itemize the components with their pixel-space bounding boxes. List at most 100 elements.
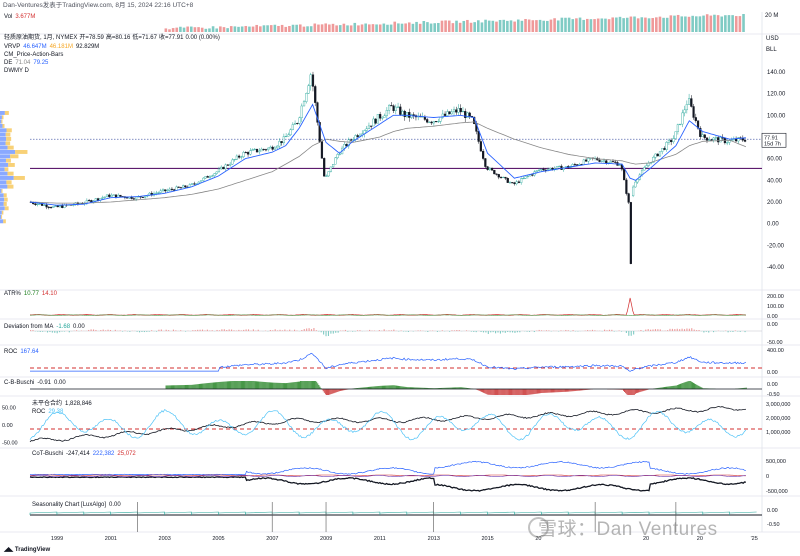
cb-bar	[463, 387, 465, 389]
dev-bar	[172, 329, 175, 331]
dev-bar	[136, 331, 138, 332]
volume-bar	[694, 16, 698, 32]
cb-bar	[272, 382, 274, 389]
cb-bar	[422, 387, 424, 389]
candle-body	[211, 175, 214, 177]
cb-bar	[645, 389, 647, 391]
candle-body	[287, 134, 290, 137]
volume-bar	[655, 17, 658, 32]
volume-bar	[585, 18, 589, 32]
cb-bar	[206, 383, 208, 389]
cb-bar	[193, 384, 195, 389]
candle-body	[143, 195, 147, 198]
time-axis-tick: 2001	[105, 536, 117, 542]
volume-bar	[582, 19, 585, 32]
cb-bar	[460, 387, 462, 389]
volume-bar	[669, 15, 673, 32]
cb-bar	[667, 386, 669, 389]
dev-bar	[676, 328, 678, 331]
cb-bar	[696, 384, 698, 389]
dev-bar	[456, 329, 458, 331]
candle-body	[110, 194, 113, 197]
candle-body	[231, 159, 234, 165]
candle-body	[600, 160, 603, 162]
cb-bar	[487, 389, 489, 395]
tradingview-logo[interactable]: ◢◣ TradingView	[4, 547, 51, 553]
cb-bar	[394, 385, 396, 389]
cb-bar	[377, 386, 379, 389]
volume-bar	[284, 26, 288, 32]
candle-body	[168, 188, 171, 191]
cb-bar	[627, 389, 629, 395]
cb-bar	[464, 387, 466, 389]
dev-bar	[737, 331, 739, 332]
dev-bar	[327, 331, 330, 337]
dev-bar	[473, 331, 475, 332]
cb-bar	[316, 381, 318, 389]
roc-line	[30, 352, 747, 372]
cb-bar	[453, 387, 454, 389]
dev-bar	[681, 328, 683, 331]
cb-bar	[281, 383, 283, 389]
dev-bar	[480, 331, 482, 333]
volume-bar	[317, 24, 320, 32]
dev-bar	[352, 331, 354, 332]
vrvp-bar-down	[5, 141, 11, 146]
cb-bar	[443, 387, 445, 389]
cb-bar	[177, 385, 179, 389]
cb-bar	[337, 389, 339, 392]
cb-bar	[224, 381, 226, 389]
volume-bar	[455, 20, 458, 32]
dev-bar	[129, 331, 131, 332]
cot-y-tick: -500,000	[766, 489, 788, 495]
cb-bar	[185, 384, 186, 389]
cb-bar	[318, 384, 320, 389]
dev-bar	[247, 329, 250, 331]
cb-bar	[488, 389, 490, 395]
cb-bar	[699, 386, 701, 389]
dev-bar	[618, 330, 620, 331]
cb-bar	[373, 386, 375, 389]
cb-bar	[425, 387, 426, 389]
candle-body	[549, 167, 552, 170]
cb-bar	[687, 381, 689, 389]
volume-bar	[560, 17, 564, 32]
time-axis-tick: 2003	[159, 536, 171, 542]
cb-bar	[568, 389, 570, 392]
cb-bar	[477, 389, 479, 391]
cb-bar	[372, 386, 374, 389]
dev-bar	[197, 329, 199, 331]
time-axis-tick: 20	[697, 536, 703, 542]
cb-bar	[382, 385, 383, 389]
volume-bar	[211, 26, 215, 32]
cb-bar	[298, 381, 299, 389]
dev-bar	[310, 329, 313, 331]
cb-bar	[639, 389, 641, 393]
chart-canvas[interactable]: Vol 3.677M 20 M USD BLL 轻质原油期货, 1月, NYMEX…	[0, 12, 800, 556]
cb-bar	[446, 387, 448, 389]
vrvp-bar-down	[3, 219, 6, 224]
cb-bar	[538, 389, 539, 394]
candle-body	[132, 198, 135, 200]
cb-bar	[626, 389, 628, 395]
cb-bar	[239, 381, 241, 389]
cb-bar	[541, 389, 543, 393]
dev-bar	[630, 331, 632, 336]
cb-bar	[669, 386, 671, 389]
cb-bar	[286, 383, 287, 389]
cot-y-axis: 500,000 0 -500,000	[766, 459, 788, 495]
dev-bar	[102, 329, 104, 331]
dev-bar	[657, 329, 659, 331]
volume-bar	[516, 19, 520, 32]
cb-bar	[364, 387, 366, 389]
cb-bar	[293, 382, 295, 389]
candle-body	[112, 194, 115, 196]
candle-body	[325, 175, 328, 177]
seas-legend: Seasonality Chart [LuxAlgo] 0.00	[32, 502, 121, 508]
candle-body	[314, 86, 317, 103]
candle-body	[734, 138, 738, 142]
candle-body	[271, 146, 274, 150]
time-axis-tick: 2007	[266, 536, 278, 542]
volume-bar	[509, 20, 513, 32]
cb-bar	[202, 383, 204, 389]
